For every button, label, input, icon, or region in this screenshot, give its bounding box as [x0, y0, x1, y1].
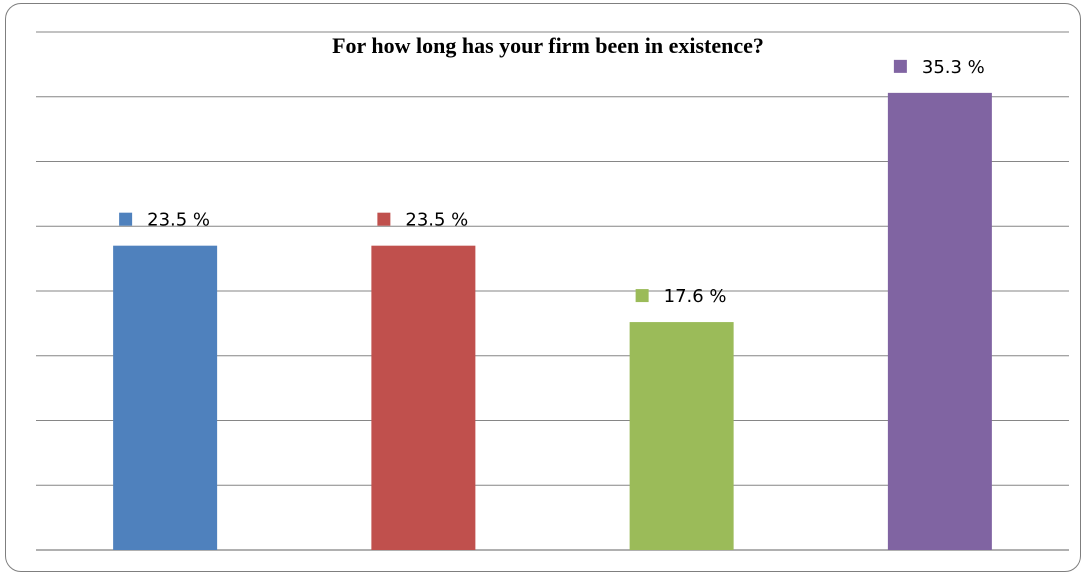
data-label: 23.5 % [405, 210, 468, 231]
legend-key-swatch [377, 212, 391, 226]
bars [113, 92, 992, 551]
bar [629, 322, 734, 550]
data-labels: 23.5 % 23.5 % 17.6 % 35.3 % [119, 57, 985, 307]
data-label: 35.3 % [922, 57, 985, 78]
bar [371, 245, 476, 551]
legend-key-swatch [119, 212, 133, 226]
data-label: 23.5 % [147, 210, 210, 231]
bar [887, 92, 992, 551]
legend-key-swatch [635, 289, 649, 303]
bar [113, 245, 218, 551]
data-label: 17.6 % [664, 286, 727, 307]
legend-key-swatch [893, 59, 907, 73]
chart-title: For how long has your firm been in exist… [332, 33, 764, 58]
